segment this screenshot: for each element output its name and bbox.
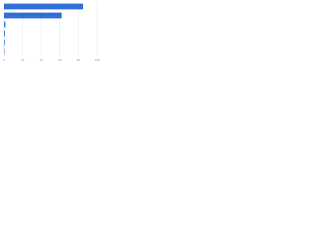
- x-tick-label: 40: [40, 58, 44, 62]
- bar: [4, 3, 84, 10]
- x-tick-label: 60: [58, 58, 62, 62]
- x-tick-label: 100: [94, 58, 99, 62]
- x-tick-label: 0: [3, 58, 5, 62]
- x-tick-label: 20: [21, 58, 25, 62]
- chart: 0 20 40 60 80 100: [3, 2, 100, 62]
- bar: [4, 30, 5, 37]
- bar: [4, 39, 5, 46]
- bar: [4, 21, 6, 28]
- x-tick-label: 80: [77, 58, 81, 62]
- bar: [4, 12, 62, 19]
